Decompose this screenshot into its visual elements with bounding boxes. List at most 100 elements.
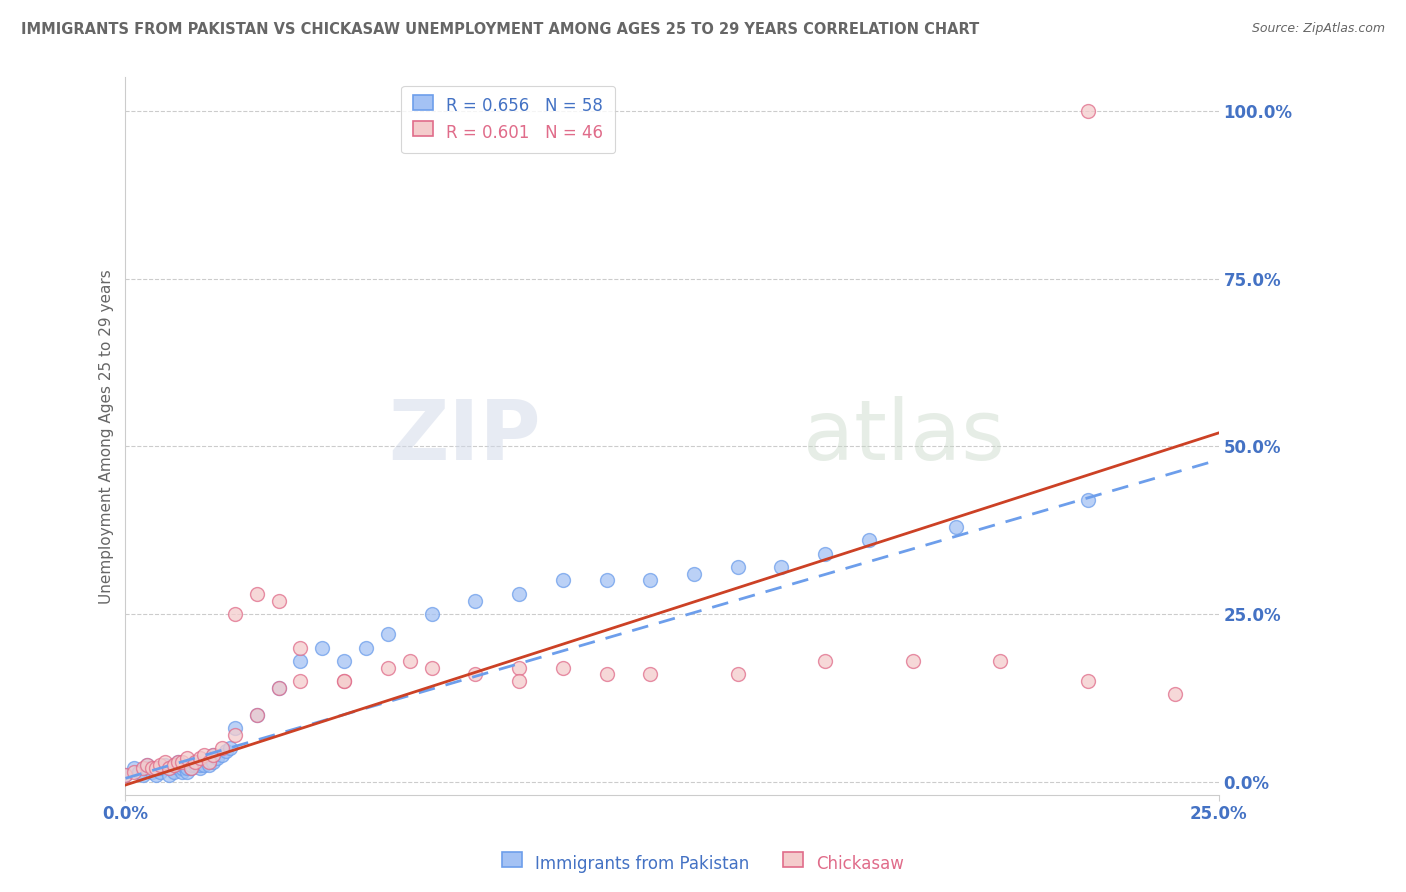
Point [153,755,176,769]
Point [149,757,172,772]
Point [180,757,202,772]
Legend: Immigrants from Pakistan, Chickasaw: Immigrants from Pakistan, Chickasaw [495,848,911,880]
Point [201,755,224,769]
Point [267,681,290,695]
Point [858,533,880,548]
Point [901,654,924,668]
Text: ZIP: ZIP [388,396,541,476]
Point [638,574,661,588]
Point [595,667,617,681]
Point [167,755,190,769]
Y-axis label: Unemployment Among Ages 25 to 29 years: Unemployment Among Ages 25 to 29 years [100,268,114,604]
Point [1076,674,1098,689]
Point [141,761,163,775]
Point [176,761,198,775]
Point [377,627,399,641]
Text: atlas: atlas [803,396,1005,476]
Point [149,764,172,779]
Point [153,757,176,772]
Point [188,757,211,772]
Point [211,747,233,762]
Point [333,674,356,689]
Point [162,757,184,772]
Point [246,707,269,722]
Point [180,761,202,775]
Point [464,667,486,681]
Point [141,764,163,779]
Point [727,560,749,574]
Point [508,660,530,674]
Point [311,640,333,655]
Point [638,667,661,681]
Point [188,751,211,765]
Point [136,757,159,772]
Point [157,761,180,775]
Point [246,587,269,601]
Point [157,761,180,775]
Point [132,761,155,775]
Point [290,654,312,668]
Point [114,768,136,782]
Point [167,761,190,775]
Point [176,751,198,765]
Point [290,674,312,689]
Point [224,607,246,621]
Point [595,574,617,588]
Point [420,660,443,674]
Point [267,681,290,695]
Point [398,654,420,668]
Point [172,764,194,779]
Point [354,640,377,655]
Point [377,660,399,674]
Point [184,757,207,772]
Point [180,761,202,775]
Point [333,654,356,668]
Point [211,741,233,756]
Point [267,593,290,607]
Point [464,593,486,607]
Point [149,761,172,775]
Point [420,607,443,621]
Point [1076,492,1098,507]
Text: Source: ZipAtlas.com: Source: ZipAtlas.com [1251,22,1385,36]
Point [333,674,356,689]
Point [197,757,219,772]
Point [188,761,211,775]
Point [136,757,159,772]
Point [176,764,198,779]
Point [727,667,749,681]
Point [172,761,194,775]
Point [551,574,574,588]
Point [201,747,224,762]
Point [122,764,145,779]
Point [290,640,312,655]
Point [814,547,837,561]
Point [1076,103,1098,118]
Point [114,768,136,782]
Point [162,764,184,779]
Point [132,768,155,782]
Point [157,768,180,782]
Point [201,747,224,762]
Point [246,707,269,722]
Point [945,520,967,534]
Point [1164,688,1187,702]
Point [193,747,215,762]
Point [145,768,167,782]
Point [207,751,229,765]
Point [770,560,793,574]
Point [219,741,242,756]
Point [128,764,150,779]
Point [145,761,167,775]
Point [508,674,530,689]
Point [224,721,246,735]
Point [167,755,190,769]
Point [197,755,219,769]
Point [683,566,706,581]
Point [184,755,207,769]
Point [122,761,145,775]
Point [988,654,1011,668]
Point [172,755,194,769]
Point [136,761,159,775]
Point [162,757,184,772]
